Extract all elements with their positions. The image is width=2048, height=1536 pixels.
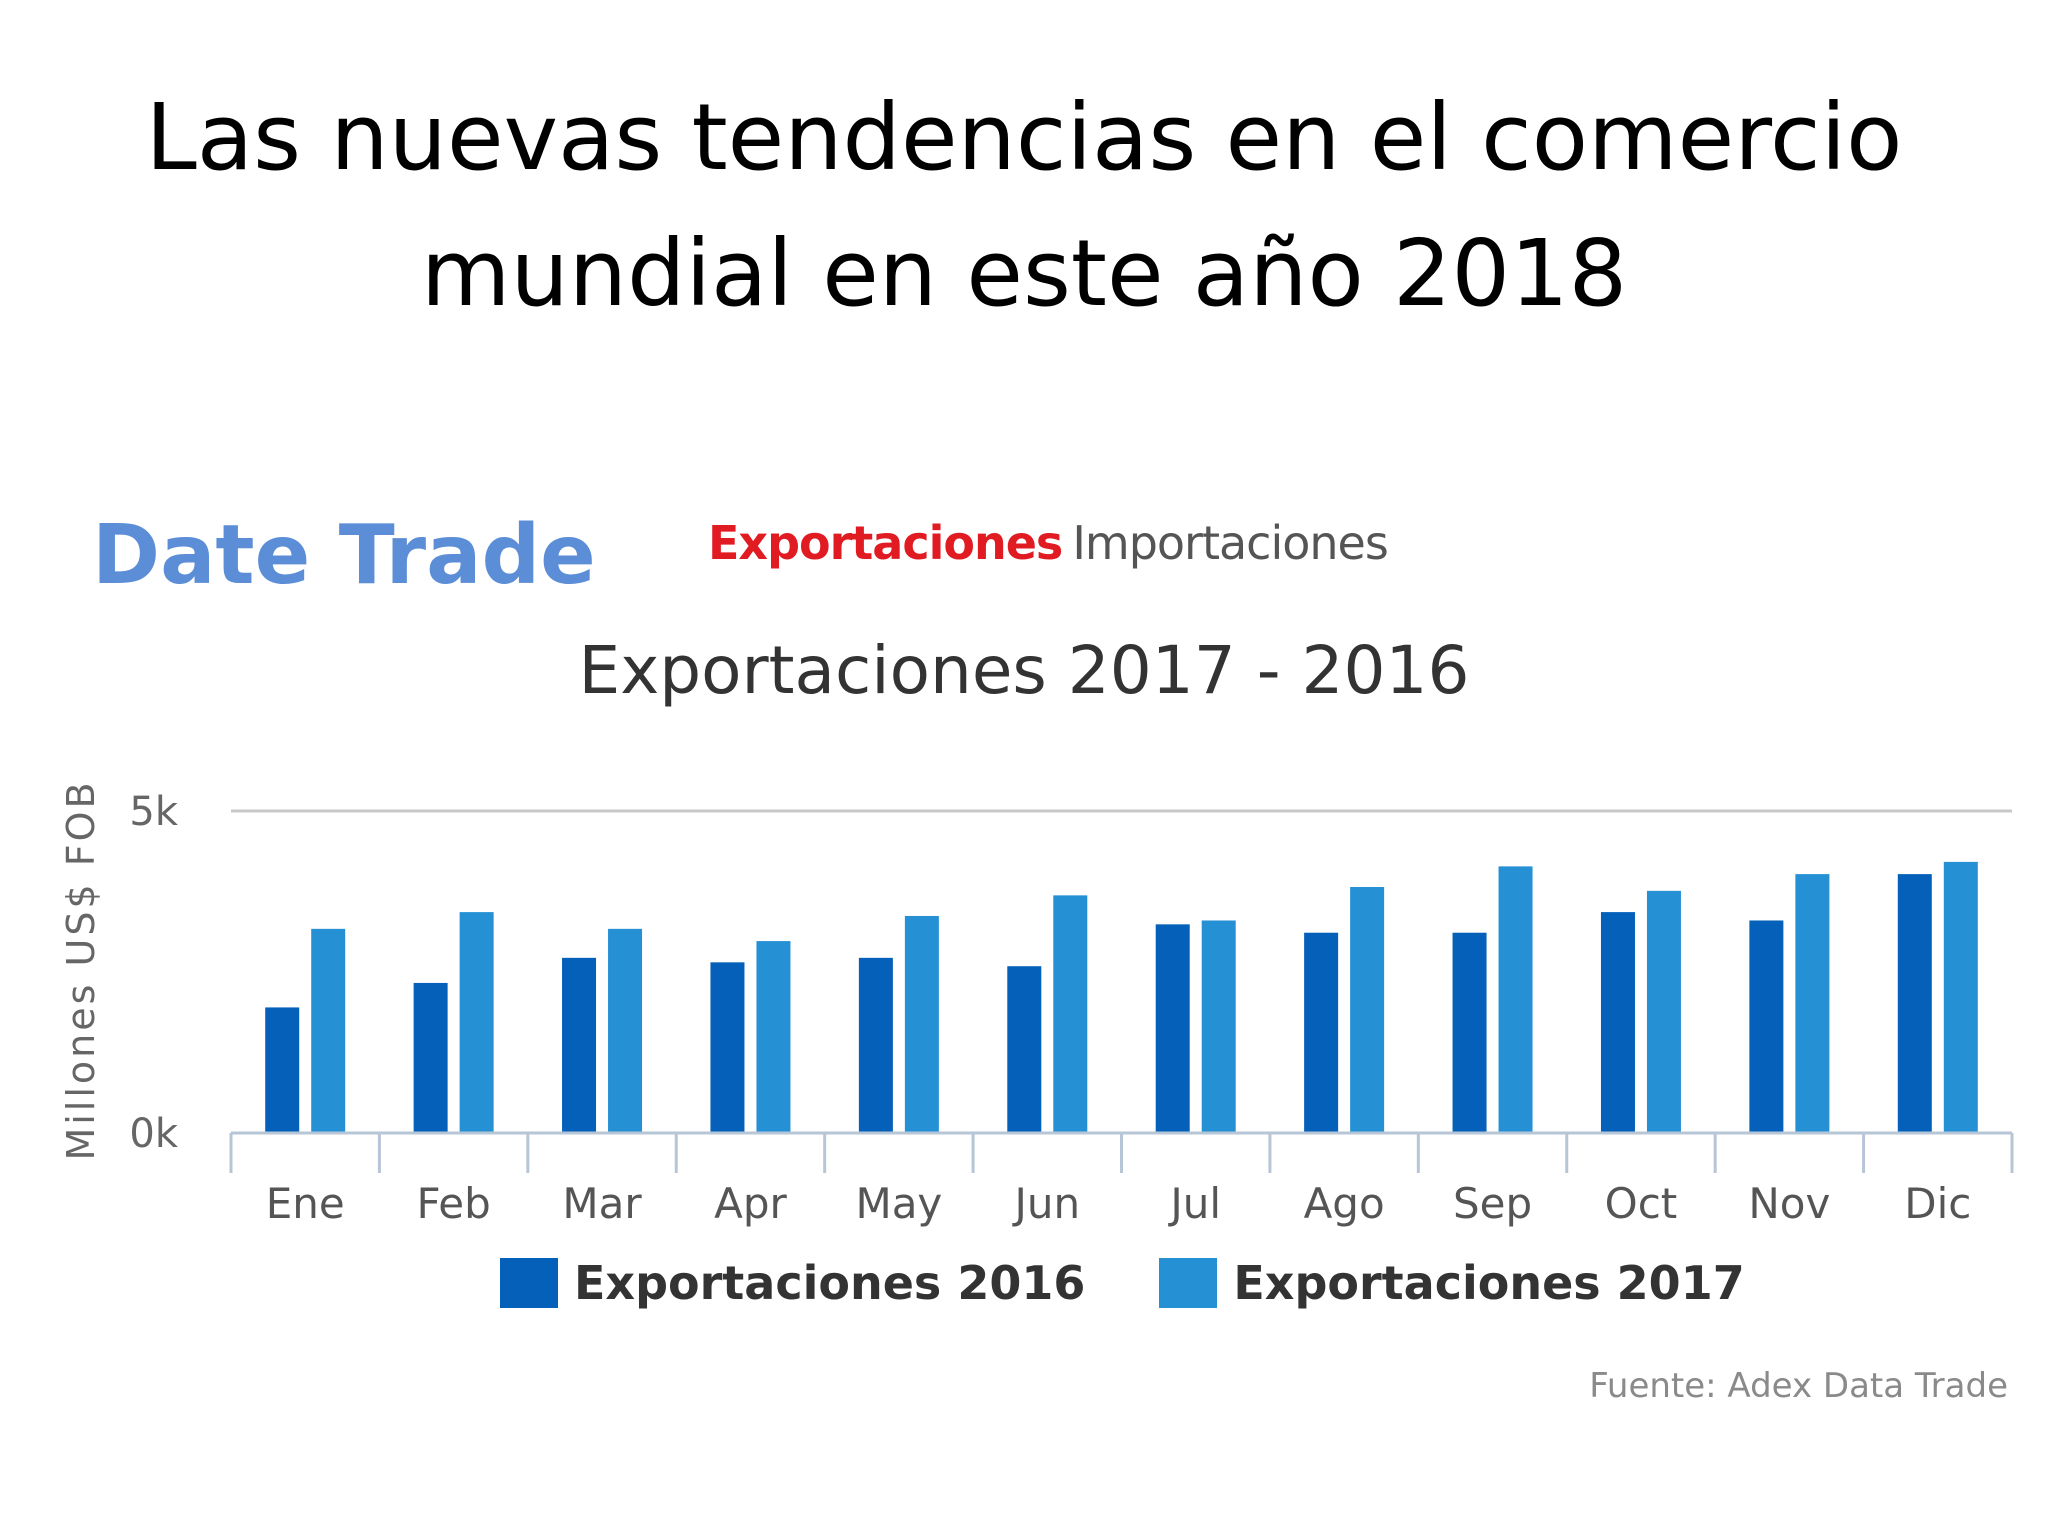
x-tick-label-dic: Dic (1904, 1179, 1971, 1228)
bar-2016-sep (1452, 932, 1487, 1133)
legend-label-2016: Exportaciones 2016 (574, 1256, 1086, 1310)
bar-2017-jun (1053, 895, 1088, 1133)
tab-importaciones[interactable]: Importaciones (1072, 516, 1388, 570)
legend-label-2017: Exportaciones 2017 (1233, 1256, 1745, 1310)
legend-swatch-2016 (500, 1258, 558, 1308)
chart-title: Exportaciones 2017 - 2016 (578, 632, 1470, 709)
x-tick-label-nov: Nov (1748, 1179, 1830, 1228)
slide-title-line-1: Las nuevas tendencias en el comercio (145, 84, 1903, 191)
bar-2016-ene (265, 1007, 300, 1133)
x-tick-label-oct: Oct (1605, 1179, 1678, 1228)
x-tick-label-ene: Ene (266, 1179, 345, 1228)
tab-exportaciones[interactable]: Exportaciones (708, 516, 1063, 570)
x-tick-label-jun: Jun (1011, 1179, 1080, 1228)
slide-title: Las nuevas tendencias en el comercio mun… (0, 70, 2048, 342)
bar-2016-feb (413, 982, 448, 1133)
x-tick-label-mar: Mar (562, 1179, 642, 1228)
legend-swatch-2017 (1159, 1258, 1218, 1308)
x-tick-label-sep: Sep (1453, 1179, 1532, 1228)
bar-2016-ago (1304, 932, 1339, 1133)
bar-2016-jun (1007, 966, 1042, 1133)
bar-2016-jul (1155, 924, 1190, 1133)
bar-2017-feb (459, 912, 494, 1133)
bar-2016-nov (1749, 920, 1784, 1133)
bar-2017-ene (311, 928, 346, 1133)
legend-item-2016[interactable]: Exportaciones 2016 (500, 1256, 1085, 1310)
brand-label: Date Trade (92, 508, 596, 603)
legend-item-2017[interactable]: Exportaciones 2017 (1159, 1256, 1745, 1310)
x-tick-label-apr: Apr (714, 1179, 787, 1228)
bar-2016-mar (562, 957, 597, 1133)
bar-2017-mar (608, 928, 643, 1133)
slide-title-line-2: mundial en este año 2018 (420, 220, 1628, 327)
bar-2017-dic (1943, 861, 1978, 1133)
bar-2017-sep (1498, 866, 1533, 1133)
x-tick-label-ago: Ago (1304, 1179, 1385, 1228)
bar-2017-apr (756, 941, 791, 1133)
bar-2017-nov (1795, 874, 1830, 1133)
x-tick-label-jul: Jul (1167, 1179, 1221, 1228)
x-tick-label-feb: Feb (416, 1179, 490, 1228)
bar-2017-jul (1201, 920, 1236, 1133)
chart-source: Fuente: Adex Data Trade (1589, 1366, 2008, 1406)
chart-legend: Exportaciones 2016 Exportaciones 2017 (500, 1256, 1819, 1310)
chart-tabs: Exportaciones Importaciones (708, 516, 1389, 570)
bar-2016-dic (1897, 874, 1932, 1133)
x-tick-label-may: May (855, 1179, 942, 1228)
y-axis-label: Millones US$ FOB (59, 779, 103, 1160)
bar-2016-oct (1600, 912, 1635, 1133)
bar-2017-ago (1350, 886, 1385, 1133)
bar-2016-may (858, 957, 893, 1133)
bar-2016-apr (710, 962, 745, 1133)
y-tick-label: 5k (129, 789, 178, 835)
bar-2017-may (904, 915, 939, 1133)
y-tick-label: 0k (129, 1111, 178, 1157)
bar-2017-oct (1646, 890, 1681, 1133)
